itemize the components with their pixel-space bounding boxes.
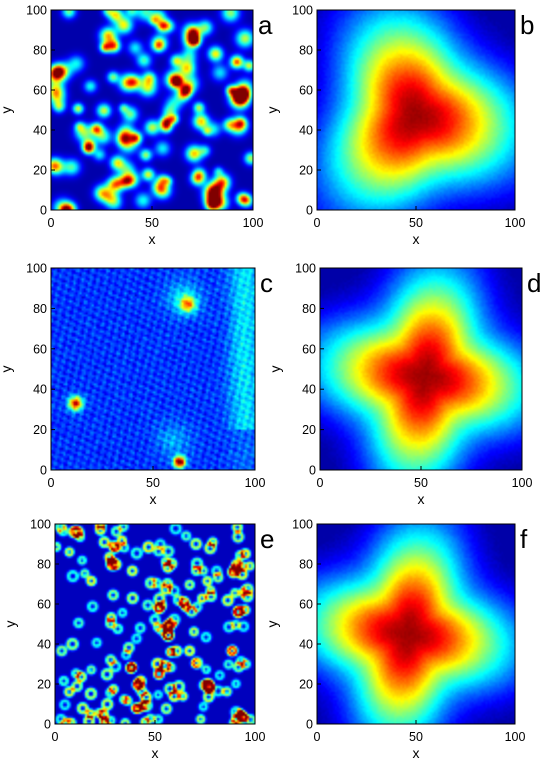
- y-tick-label: 20: [33, 423, 47, 437]
- y-tick-label: 60: [299, 598, 313, 612]
- x-tick-label: 0: [48, 216, 55, 230]
- y-tick-label: 60: [37, 598, 51, 612]
- panel-d: 0 50 100 0 20 40 60 80 100 x y d: [267, 262, 541, 508]
- panel-a: 0 50 100 0 20 40 60 80 100 x y a: [0, 4, 273, 248]
- y-axis-label: y: [264, 107, 280, 114]
- y-tick-label: 60: [302, 342, 316, 356]
- y-axis-label: y: [2, 621, 18, 628]
- y-tick-label: 0: [40, 464, 47, 478]
- y-tick-label: 60: [33, 84, 47, 98]
- panel-letter: d: [527, 268, 541, 298]
- x-axis-label: x: [150, 491, 157, 507]
- y-tick-label: 100: [295, 262, 316, 276]
- x-tick-label: 100: [245, 730, 266, 744]
- y-tick-label: 20: [299, 678, 313, 692]
- x-tick-label: 0: [314, 216, 321, 230]
- x-tick-label: 50: [148, 730, 162, 744]
- heatmap-cells: [317, 524, 515, 724]
- y-tick-label: 80: [299, 558, 313, 572]
- x-tick-label: 50: [146, 476, 160, 490]
- x-tick-label: 50: [145, 216, 159, 230]
- y-tick-label: 80: [33, 44, 47, 58]
- y-tick-label: 60: [33, 342, 47, 356]
- y-tick-label: 40: [33, 383, 47, 397]
- panel-letter: b: [520, 10, 534, 40]
- x-tick-label: 0: [52, 730, 59, 744]
- y-tick-label: 40: [299, 124, 313, 138]
- x-tick-label: 100: [243, 216, 264, 230]
- x-tick-label: 100: [245, 476, 266, 490]
- y-axis-label: y: [0, 107, 14, 114]
- y-tick-label: 100: [30, 518, 51, 532]
- panel-letter: f: [520, 524, 528, 554]
- heatmap-cells: [320, 268, 522, 470]
- y-tick-label: 20: [299, 164, 313, 178]
- y-tick-label: 20: [37, 678, 51, 692]
- x-axis-label: x: [413, 745, 420, 761]
- y-tick-label: 0: [306, 204, 313, 218]
- y-tick-label: 80: [33, 302, 47, 316]
- panel-letter: c: [260, 268, 273, 298]
- x-tick-label: 0: [314, 730, 321, 744]
- y-tick-label: 20: [33, 164, 47, 178]
- y-tick-label: 40: [299, 638, 313, 652]
- y-axis-label: y: [0, 366, 14, 373]
- y-tick-label: 100: [292, 518, 313, 532]
- y-tick-label: 100: [26, 262, 47, 276]
- panel-c: 0 50 100 0 20 40 60 80 100 x y c: [0, 262, 273, 508]
- y-tick-label: 40: [302, 383, 316, 397]
- y-tick-label: 20: [302, 423, 316, 437]
- x-axis-label: x: [413, 231, 420, 247]
- y-tick-label: 80: [37, 558, 51, 572]
- y-axis-label: y: [267, 366, 283, 373]
- heatmap-cells: [55, 524, 255, 724]
- x-tick-label: 50: [414, 476, 428, 490]
- x-tick-label: 100: [505, 730, 526, 744]
- y-tick-label: 100: [292, 4, 313, 18]
- x-axis-label: x: [149, 231, 156, 247]
- x-tick-label: 50: [409, 730, 423, 744]
- y-tick-label: 40: [33, 124, 47, 138]
- x-tick-label: 100: [512, 476, 533, 490]
- y-tick-label: 0: [309, 464, 316, 478]
- x-axis-label: x: [418, 491, 425, 507]
- y-tick-label: 40: [37, 638, 51, 652]
- x-axis-label: x: [152, 745, 159, 761]
- x-tick-label: 0: [317, 476, 324, 490]
- panel-f: 0 50 100 0 20 40 60 80 100 x y f: [264, 518, 528, 762]
- y-axis-label: y: [264, 621, 280, 628]
- y-tick-label: 0: [44, 718, 51, 732]
- y-tick-label: 80: [302, 302, 316, 316]
- heatmap-cells: [51, 10, 253, 210]
- panel-letter: e: [260, 524, 274, 554]
- x-tick-label: 0: [48, 476, 55, 490]
- x-tick-label: 50: [409, 216, 423, 230]
- panel-letter: a: [258, 10, 273, 40]
- heatmap-cells: [51, 268, 255, 470]
- panel-b: 0 50 100 0 20 40 60 80 100 x y b: [264, 4, 534, 248]
- panel-e: 0 50 100 0 20 40 60 80 100 x y e: [2, 518, 274, 762]
- y-tick-label: 0: [40, 204, 47, 218]
- x-tick-label: 100: [505, 216, 526, 230]
- y-tick-label: 100: [26, 4, 47, 18]
- y-tick-label: 80: [299, 44, 313, 58]
- heatmap-cells: [317, 10, 515, 210]
- y-tick-label: 0: [306, 718, 313, 732]
- y-tick-label: 60: [299, 84, 313, 98]
